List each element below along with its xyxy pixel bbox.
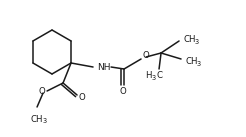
- Text: CH: CH: [183, 35, 196, 44]
- Text: CH: CH: [31, 115, 43, 124]
- Text: O: O: [79, 92, 85, 102]
- Text: CH: CH: [185, 56, 198, 65]
- Text: O: O: [143, 52, 149, 61]
- Text: 3: 3: [43, 118, 47, 124]
- Text: 3: 3: [194, 39, 198, 45]
- Text: 3: 3: [196, 61, 200, 67]
- Text: NH: NH: [97, 62, 111, 72]
- Text: H: H: [145, 71, 152, 79]
- Text: 3: 3: [151, 75, 155, 81]
- Text: O: O: [120, 86, 126, 95]
- Text: C: C: [156, 71, 162, 79]
- Text: O: O: [39, 88, 46, 96]
